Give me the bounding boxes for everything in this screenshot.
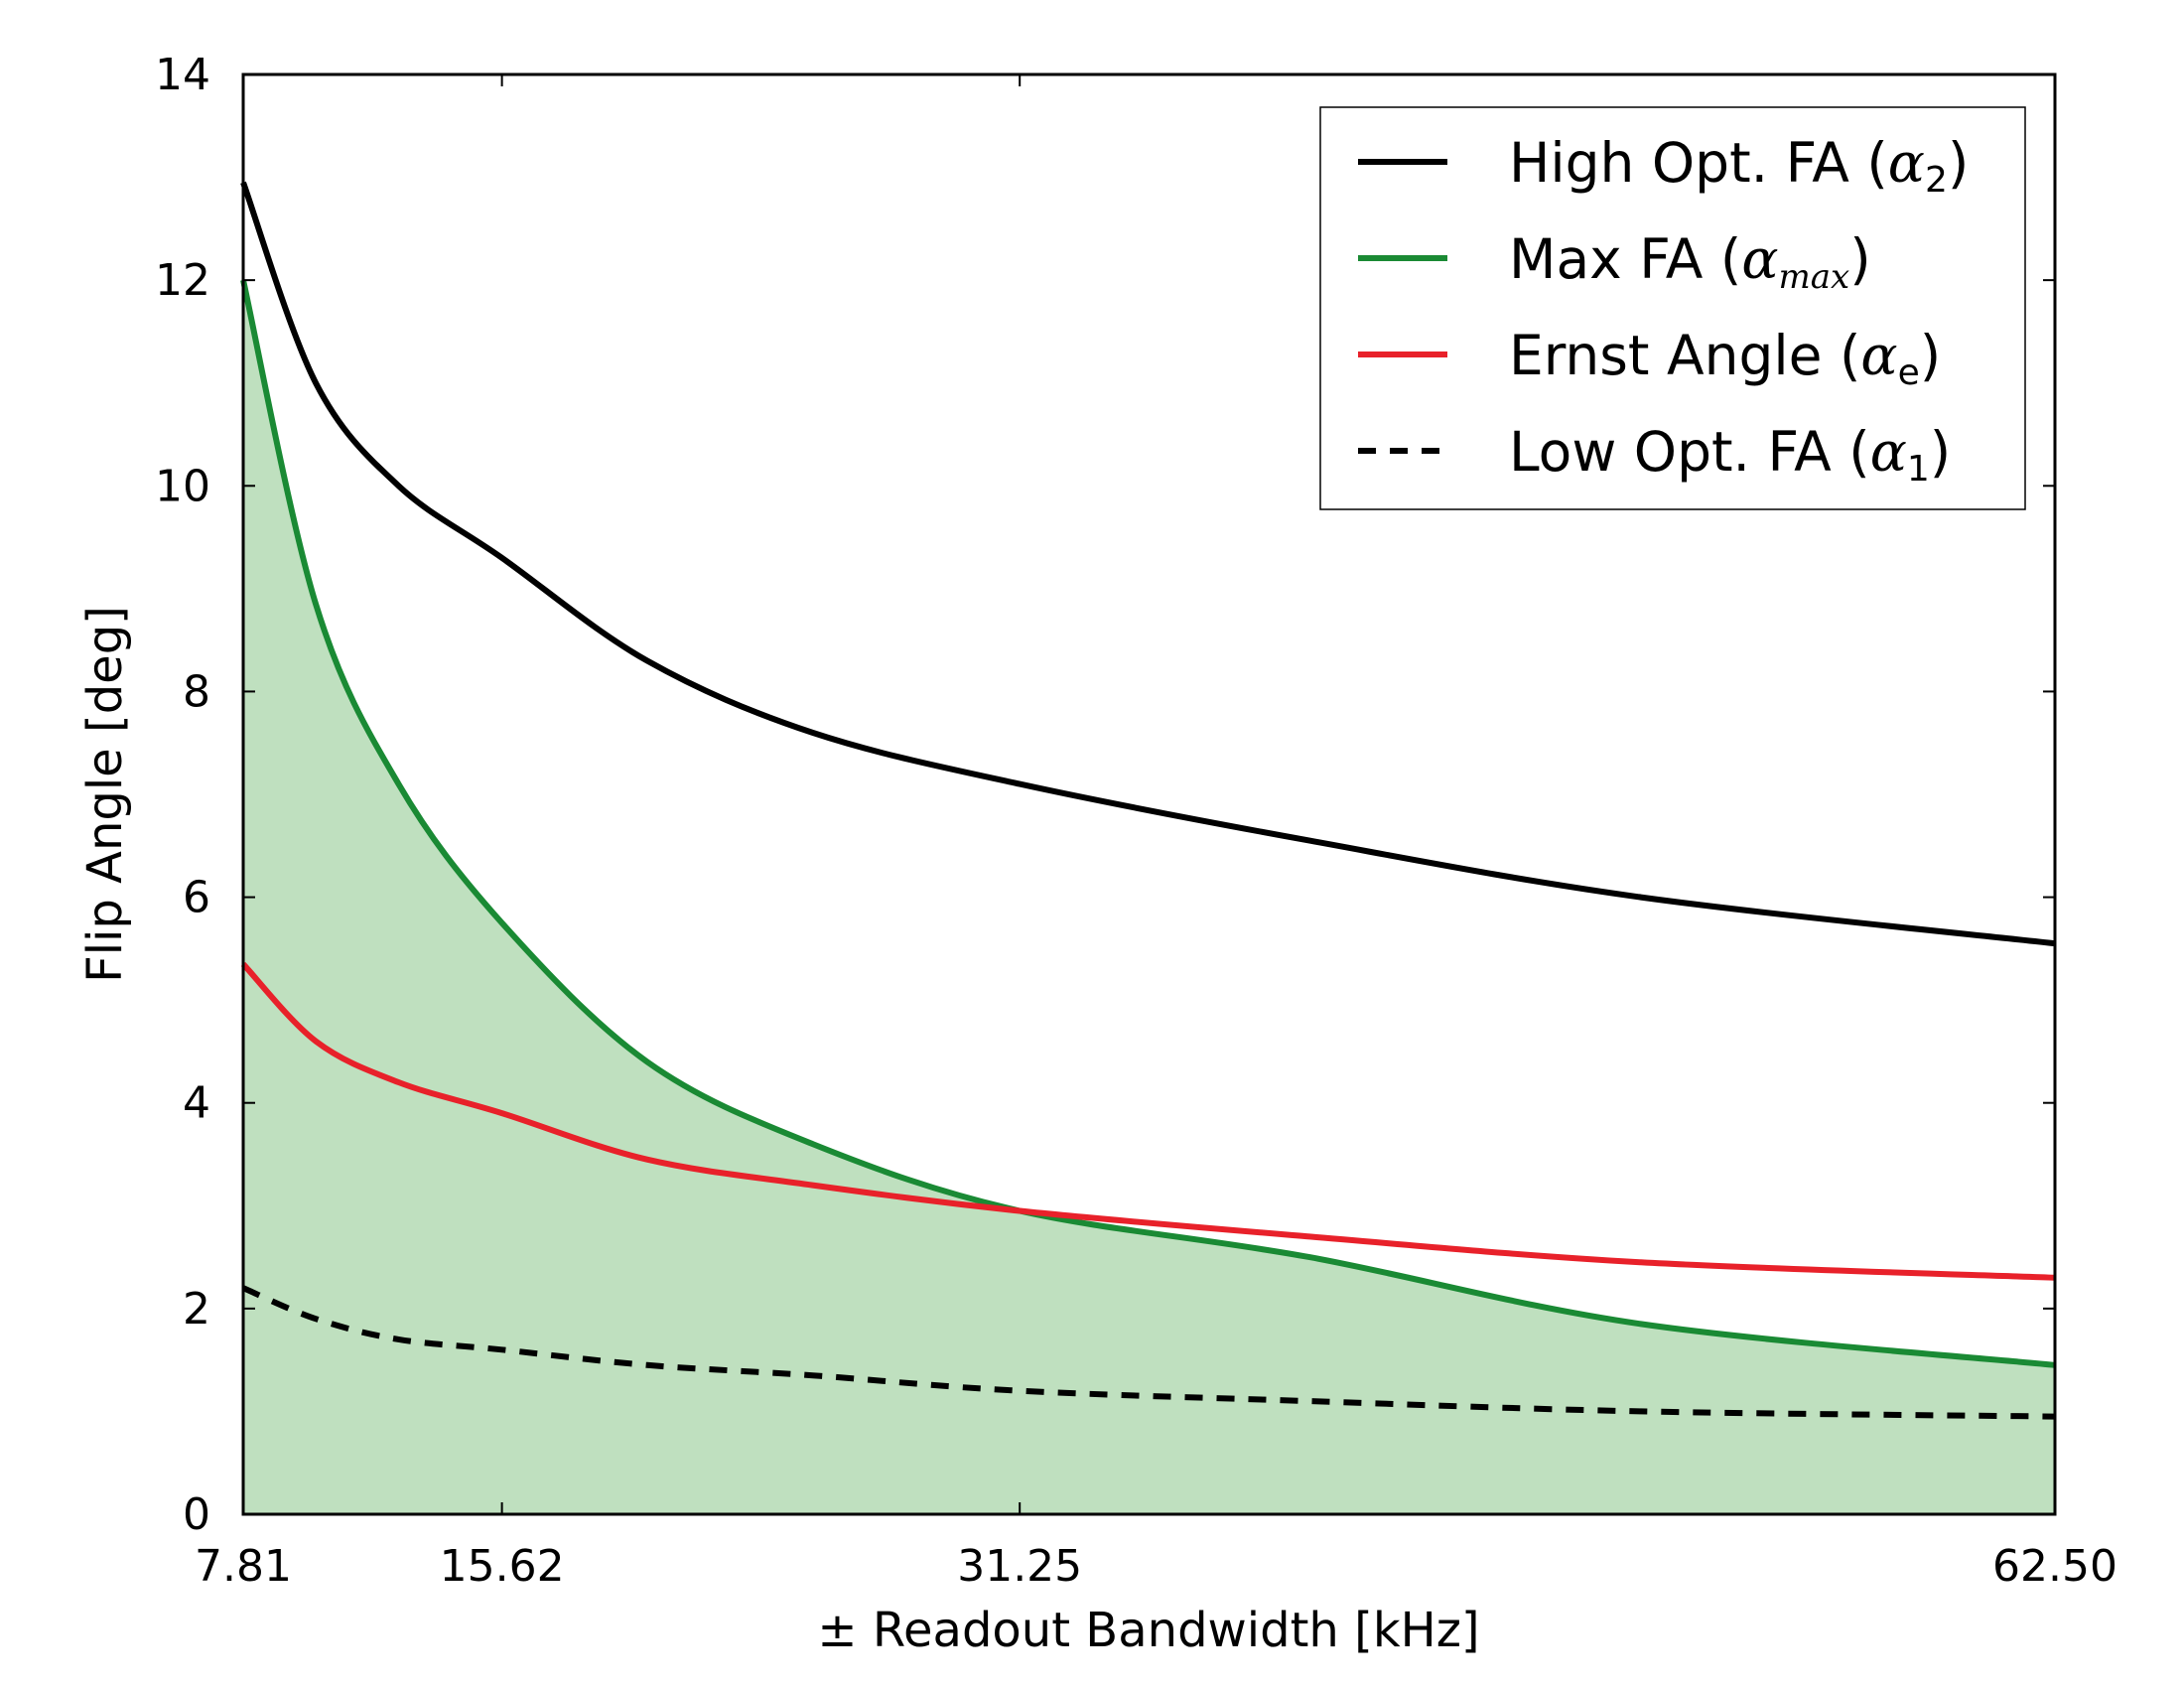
series-line-low [241,1285,2056,1420]
y-axis-label: Flip Angle [deg] [77,606,133,983]
y-tick-label: 4 [183,1078,210,1129]
legend-entries: High Opt. FA (α2)Max FA (αmax)Ernst Angl… [1358,131,1969,490]
series-fill-max [243,280,2055,1515]
legend-label-subscript: max [1779,257,1850,297]
series-layer [240,181,2056,1420]
legend-label-subscript: 1 [1907,449,1930,490]
legend-label-symbol: α [1860,324,1897,387]
x-tick-label: 15.62 [440,1541,565,1592]
legend-label-max: Max FA (αmax) [1509,227,1871,297]
y-tick-label: 12 [155,255,210,306]
legend-label-subscript: e [1898,352,1920,393]
legend-label-text: Low Opt. FA ( [1509,420,1870,484]
legend-label-close: ) [1930,420,1951,484]
x-tick-label: 62.50 [1992,1541,2117,1592]
y-tick-label: 14 [155,50,210,100]
x-tick-label: 31.25 [957,1541,1082,1592]
legend-label-close: ) [1920,324,1941,387]
x-tick-label: 7.81 [195,1541,292,1592]
series-line-max [240,279,2056,1368]
y-tick-label: 6 [183,873,210,923]
plot-frame [241,72,2057,1516]
legend-label-text: Max FA ( [1509,227,1741,291]
max-fa-fill-layer [243,280,2055,1515]
legend-label-close: ) [1948,131,1969,195]
legend-label-high: High Opt. FA (α2) [1509,131,1969,201]
series-line-high [240,181,2056,947]
legend-label-close: ) [1849,227,1870,291]
y-tick-label: 0 [183,1489,210,1540]
legend-box [1319,106,2026,510]
legend-label-text: High Opt. FA ( [1509,131,1888,195]
legend-label-symbol: α [1888,131,1925,195]
legend-label-symbol: α [1870,420,1907,484]
legend-label-text: Ernst Angle ( [1509,324,1860,387]
legend-label-subscript: 2 [1925,160,1948,201]
x-axis-label: ± Readout Bandwidth [kHz] [817,1603,1479,1658]
legend-label-low: Low Opt. FA (α1) [1509,420,1951,490]
legend: High Opt. FA (α2)Max FA (αmax)Ernst Angl… [1319,106,2026,510]
legend-label-symbol: α [1741,227,1778,291]
series-line-ernst [240,961,2056,1281]
y-tick-label: 8 [183,666,210,717]
y-tick-label: 10 [155,461,210,511]
legend-label-ernst: Ernst Angle (αe) [1509,324,1941,393]
y-tick-label: 2 [183,1284,210,1335]
